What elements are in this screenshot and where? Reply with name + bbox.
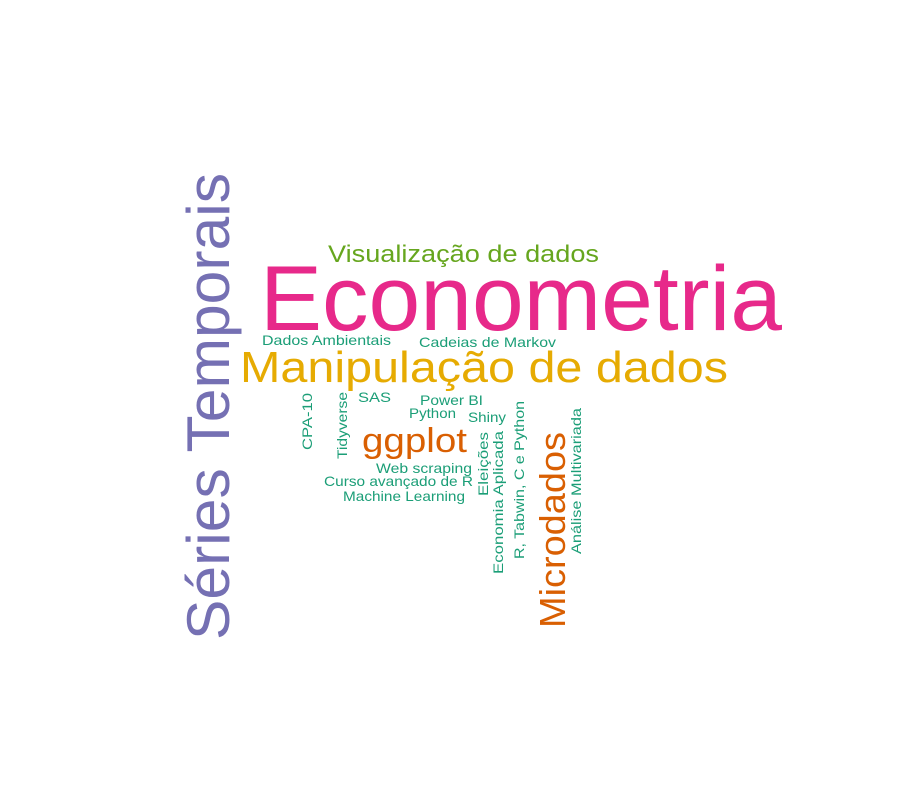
word-dados-ambientais: Dados Ambientais — [262, 332, 391, 348]
word-manipulacao-de-dados: Manipulação de dados — [240, 343, 728, 392]
word-ggplot: ggplot — [362, 422, 468, 460]
word-web-scraping: Web scraping — [376, 460, 472, 476]
word-cadeias-de-markov: Cadeias de Markov — [419, 334, 556, 350]
word-power-bi: Power BI — [420, 392, 483, 408]
word-visualizacao-de-dados: Visualização de dados — [328, 241, 599, 268]
word-eleicoes: Eleições — [475, 432, 491, 496]
word-python: Python — [409, 405, 456, 421]
word-cpa-10: CPA-10 — [299, 393, 315, 450]
word-tidyverse: Tidyverse — [334, 392, 350, 459]
word-machine-learning: Machine Learning — [343, 488, 465, 504]
word-r-tabwin-c-e-python: R, Tabwin, C e Python — [511, 401, 527, 559]
word-series-temporais: Séries Temporais — [175, 173, 242, 640]
word-microdados: Microdados — [532, 432, 573, 628]
word-analise-multivariada: Análise Multivariada — [568, 408, 584, 554]
word-shiny: Shiny — [468, 409, 506, 425]
word-economia-aplicada: Economia Aplicada — [490, 431, 506, 574]
word-curso-avancado-de-r: Curso avançado de R — [324, 473, 473, 489]
word-sas: SAS — [358, 389, 391, 405]
word-econometria: Econometria — [260, 248, 783, 350]
